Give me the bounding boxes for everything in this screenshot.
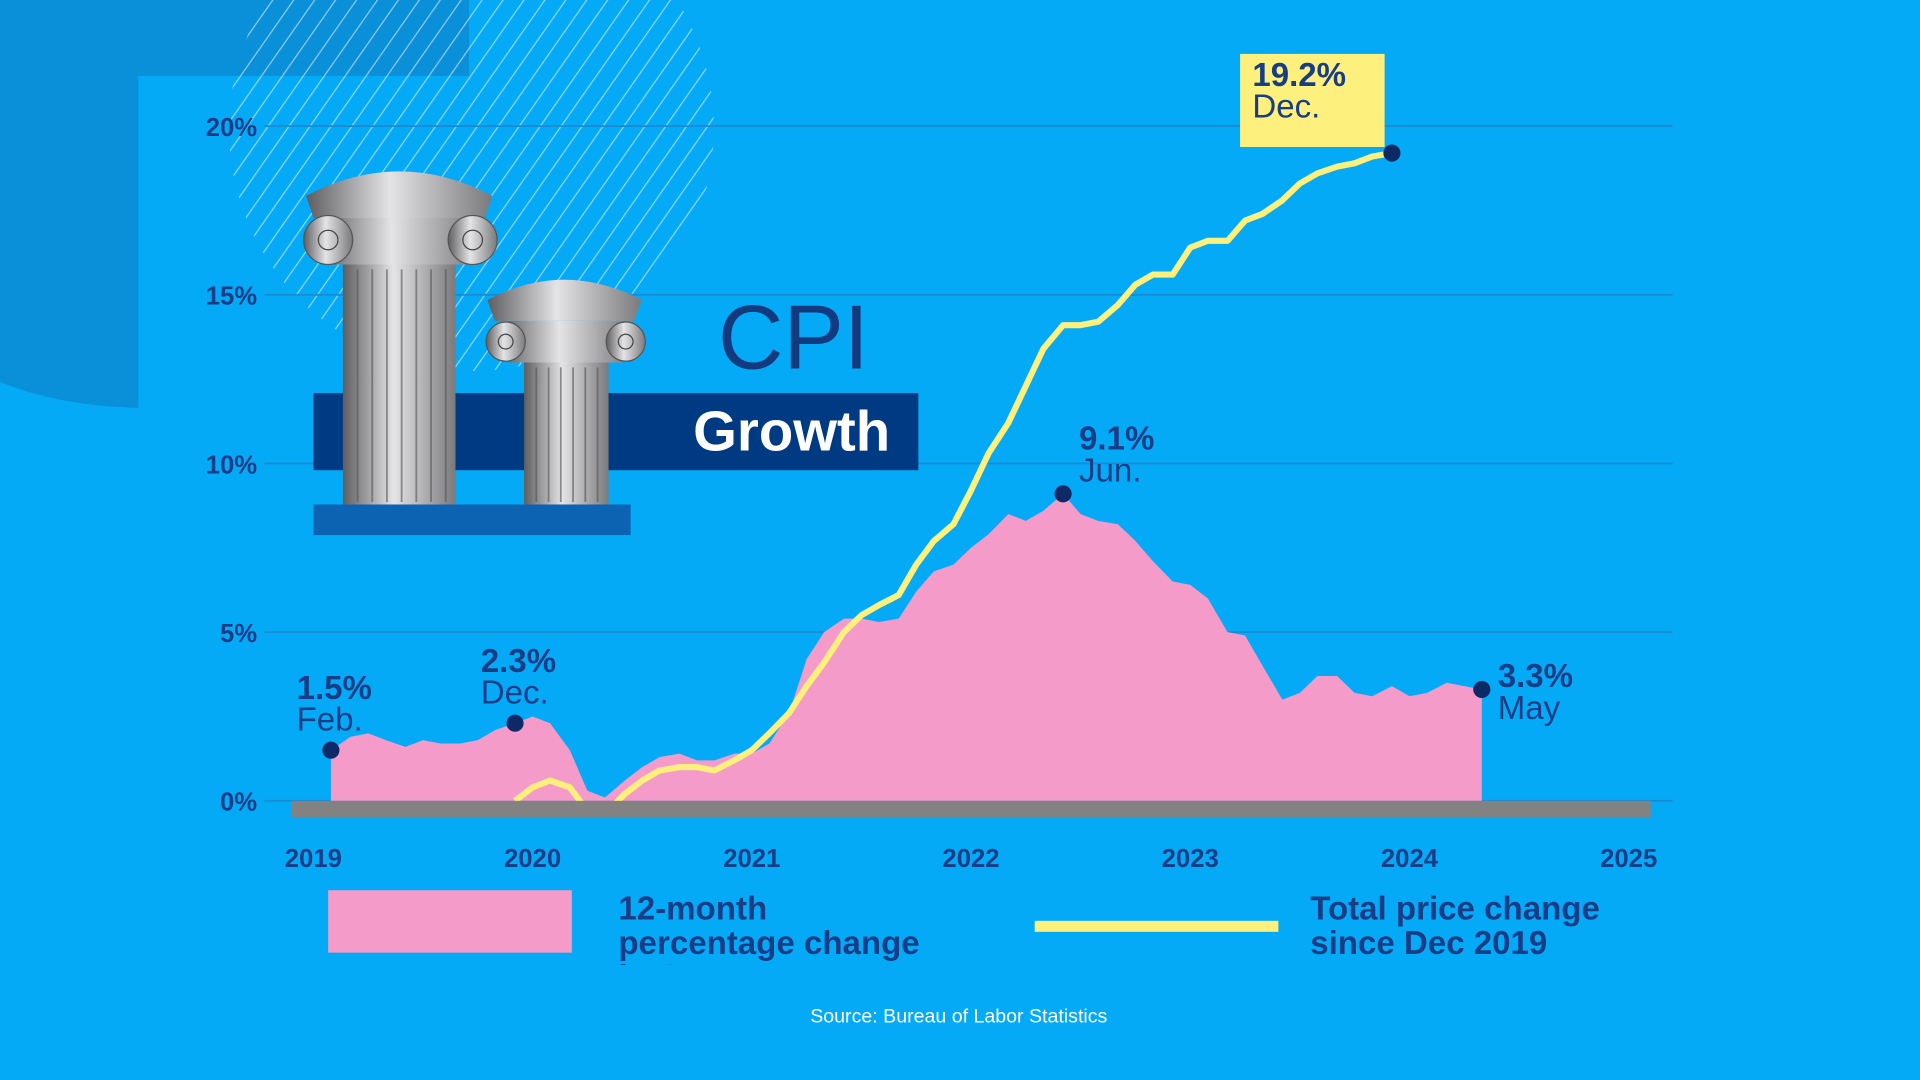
point-marker [506, 714, 524, 732]
point-note: Dec. [1252, 89, 1320, 126]
y-tick-label: 0% [220, 789, 257, 817]
chart-title: CPI [718, 288, 869, 389]
legend-label-box: Total price change since Dec 2019 [1310, 891, 1600, 962]
point-note: Dec. [481, 675, 549, 712]
column-left [303, 171, 498, 505]
x-tick-label: 2022 [942, 845, 999, 873]
legend: 12-month percentage change in CPI Total p… [328, 890, 1600, 965]
legend-swatch [328, 890, 572, 953]
x-tick-label: 2019 [285, 845, 342, 873]
y-tick-label: 15% [206, 283, 258, 311]
x-tick-label: 2025 [1600, 845, 1657, 873]
y-tick-label: 5% [220, 620, 257, 648]
legend-swatch [1034, 920, 1279, 932]
x-tick-label: 2024 [1381, 845, 1439, 873]
x-tick-label: 2023 [1162, 845, 1219, 873]
legend-label-box: 12-month percentage change in CPI [618, 891, 920, 964]
chart-subtitle: Growth [693, 400, 890, 463]
point-marker [1054, 485, 1072, 503]
column-right [485, 279, 646, 505]
y-tick-label: 20% [206, 114, 258, 142]
title-block: CPI Growth [303, 171, 919, 536]
legend-label: 12-month percentage change in CPI [618, 891, 920, 964]
line [513, 150, 1393, 818]
x-axis-bar [291, 800, 1651, 818]
point-marker [322, 741, 340, 759]
point-marker [1473, 680, 1491, 699]
value-label: 3.3% [1498, 658, 1573, 695]
point-note: Jun. [1079, 453, 1141, 490]
x-tick-label: 2020 [504, 845, 561, 873]
source-note: Source: Bureau of Labor Statistics [810, 1005, 1107, 1027]
legend-label: Total price change since Dec 2019 [1310, 891, 1600, 962]
value-label: 19.2% [1252, 57, 1346, 94]
point-note: Feb. [297, 702, 363, 739]
value-label: 9.1% [1079, 421, 1154, 458]
x-tick-label: 2021 [723, 845, 780, 873]
area [330, 493, 1482, 801]
point-marker [1383, 144, 1401, 162]
plinth [313, 504, 631, 536]
corner-shape [0, 0, 469, 408]
value-label: 2.3% [481, 643, 556, 680]
y-tick-label: 10% [206, 451, 258, 479]
label-box [1240, 53, 1385, 147]
value-label: 1.5% [297, 670, 372, 707]
point-note: May [1498, 690, 1561, 727]
